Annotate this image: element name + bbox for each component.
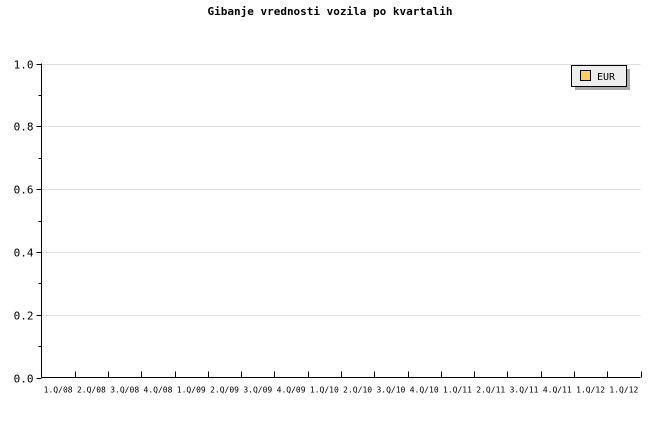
legend-label: EUR bbox=[597, 72, 616, 83]
x-tick-label: 1.Q/09 bbox=[177, 386, 206, 395]
y-tick-label: 0.2 bbox=[14, 310, 34, 323]
x-tick-label: 3.Q/10 bbox=[376, 386, 405, 395]
y-tick-label: 0.8 bbox=[14, 121, 34, 134]
x-tick-label: 4.Q/08 bbox=[144, 386, 173, 395]
y-tick-label: 1.0 bbox=[14, 59, 34, 72]
x-tick-label: 2.Q/10 bbox=[343, 386, 372, 395]
x-tick-label: 1.Q/08 bbox=[44, 386, 73, 395]
x-tick-label: 3.Q/09 bbox=[243, 386, 272, 395]
y-tick-label: 0.0 bbox=[14, 373, 34, 386]
x-tick-label: 3.Q/11 bbox=[510, 386, 539, 395]
x-tick-label: 1.Q/12 bbox=[609, 386, 638, 395]
x-tick-label: 2.Q/08 bbox=[77, 386, 106, 395]
legend-swatch bbox=[580, 70, 591, 81]
legend: EUR bbox=[571, 65, 630, 90]
x-tick-label: 1.Q/10 bbox=[310, 386, 339, 395]
x-tick-label: 3.Q/08 bbox=[110, 386, 139, 395]
chart-title: Gibanje vrednosti vozila po kvartalih bbox=[207, 5, 452, 18]
x-tick-label: 4.Q/09 bbox=[277, 386, 306, 395]
x-tick-label: 2.Q/09 bbox=[210, 386, 239, 395]
x-tick-label: 4.Q/10 bbox=[410, 386, 439, 395]
x-tick-label: 4.Q/11 bbox=[543, 386, 572, 395]
y-tick-label: 0.6 bbox=[14, 184, 34, 197]
x-tick-label: 2.Q/11 bbox=[476, 386, 505, 395]
x-tick-label: 1.Q/11 bbox=[443, 386, 472, 395]
x-tick-label: 1.Q/12 bbox=[576, 386, 605, 395]
y-tick-label: 0.4 bbox=[14, 247, 34, 260]
